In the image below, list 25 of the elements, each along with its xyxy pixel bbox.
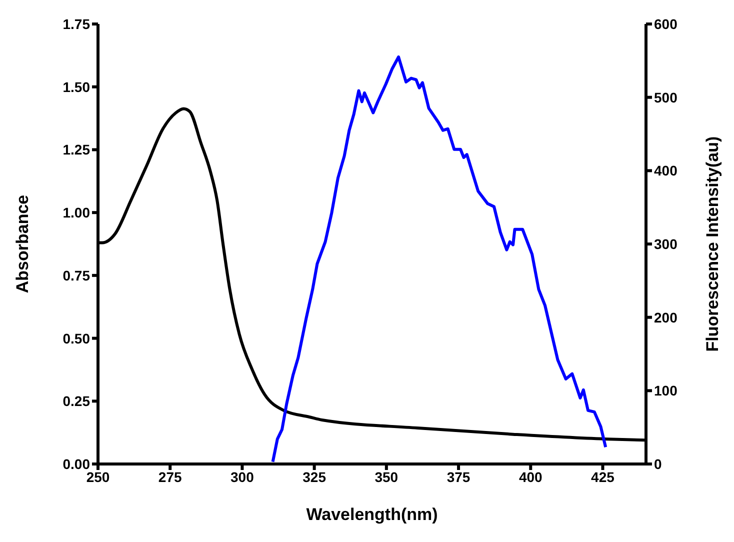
y2-tick-label: 200 [654,309,678,326]
y-axis-title: Absorbance [13,194,32,294]
x-tick-label: 400 [518,468,543,485]
x-tick-label: 300 [230,468,254,485]
y2-tick-label: 400 [654,162,678,179]
x-tick-label: 325 [302,468,326,485]
y2-axis-title: Fluorescence Intensity(au) [703,136,722,352]
x-tick-label: 275 [158,468,182,485]
y2-tick-label: 300 [654,236,678,252]
y-tick-label: 1.25 [62,142,90,158]
y-tick-label: 1.50 [62,78,90,95]
y2-tick-label: 500 [654,89,678,106]
y-tick-label: 0.75 [62,267,90,284]
line-series [271,56,608,464]
y-tick-label: 0.50 [62,330,90,346]
x-tick-label: 425 [591,468,615,485]
x-axis-title: Wavelength(nm) [306,505,438,524]
y2-tick-label: 600 [654,16,678,32]
y2-tick-label: 0 [654,456,662,472]
y-tick-label: 0.25 [62,393,90,410]
y2-tick-label: 100 [654,382,678,399]
y-tick-label: 1.00 [62,204,90,221]
x-tick-label: 375 [446,468,470,485]
x-tick-label: 350 [374,468,398,485]
y-tick-label: 1.75 [62,16,90,32]
